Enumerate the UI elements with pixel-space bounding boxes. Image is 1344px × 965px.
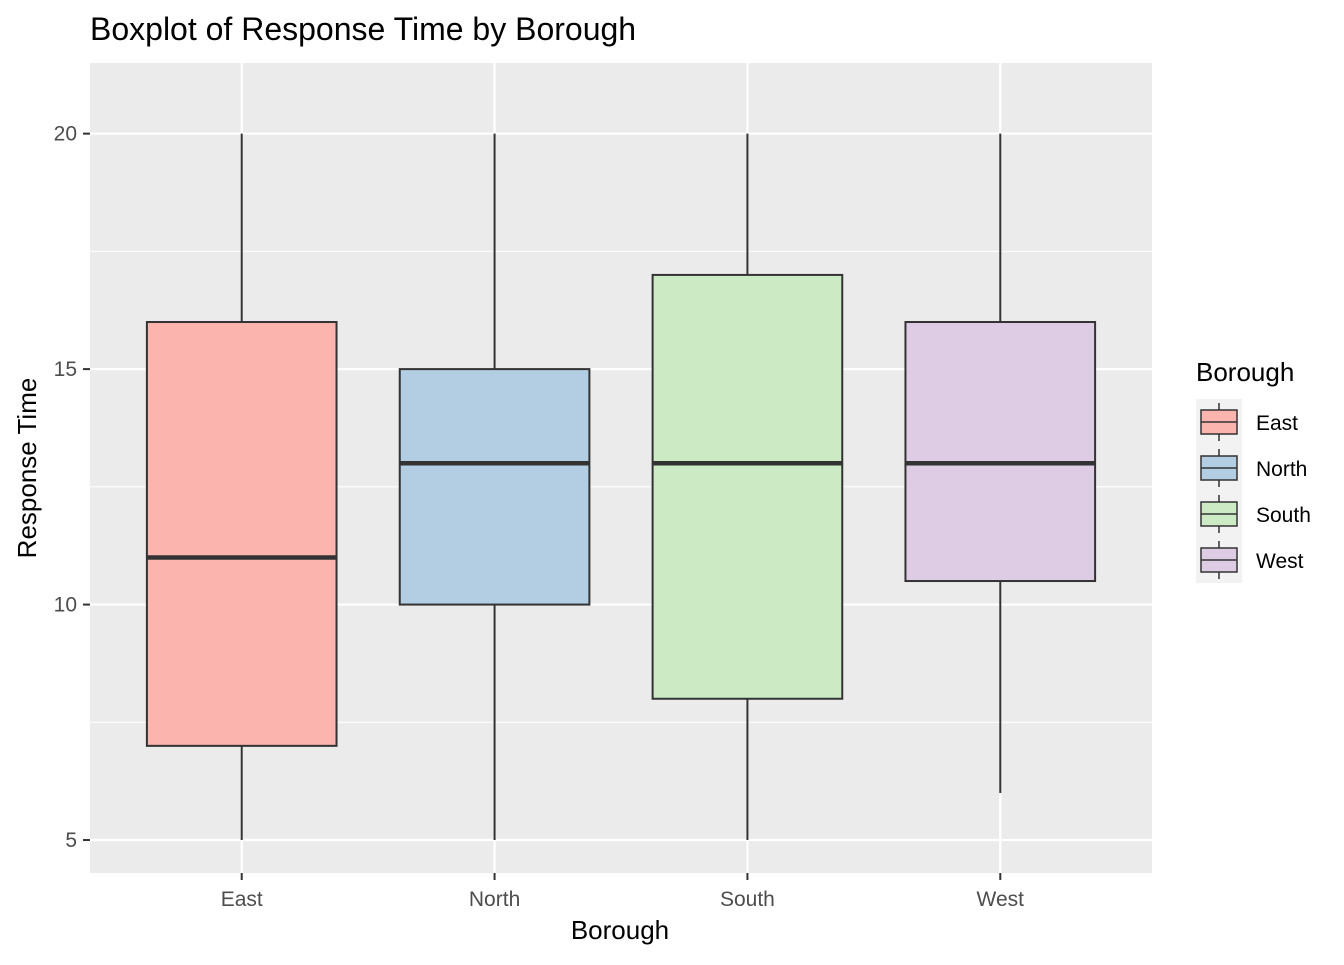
chart-title: Boxplot of Response Time by Borough [90,11,636,47]
y-tick-label: 10 [54,594,77,617]
iqr-box [398,368,591,606]
plot-marks [145,133,1097,841]
legend-item-north: North [1196,445,1307,491]
y-tick-label: 15 [54,358,77,381]
iqr-box [651,273,844,700]
legend-label: East [1256,412,1298,435]
x-tick-label: North [469,888,520,911]
x-axis-title: Borough [571,915,669,945]
legend-label: South [1256,504,1311,527]
iqr-box [904,321,1097,583]
x-tick-label: South [720,888,775,911]
box-east [145,133,338,841]
y-tick-label: 5 [65,829,77,852]
x-tick-label: East [221,888,263,911]
legend-label: West [1256,550,1304,573]
box-south [651,133,844,841]
legend-item-south: South [1196,491,1311,537]
iqr-box [145,321,338,747]
axes: 5 10 15 20 East North South West [54,123,1025,911]
legend-item-east: East [1196,399,1298,445]
legend-item-west: West [1196,537,1304,583]
x-tick-label: West [977,888,1025,911]
y-axis-title: Response Time [12,378,42,559]
legend: Borough East North South West [1196,357,1311,583]
box-north [398,133,591,841]
legend-title: Borough [1196,357,1294,387]
legend-label: North [1256,458,1307,481]
box-west [904,133,1097,793]
y-tick-label: 20 [54,123,77,146]
